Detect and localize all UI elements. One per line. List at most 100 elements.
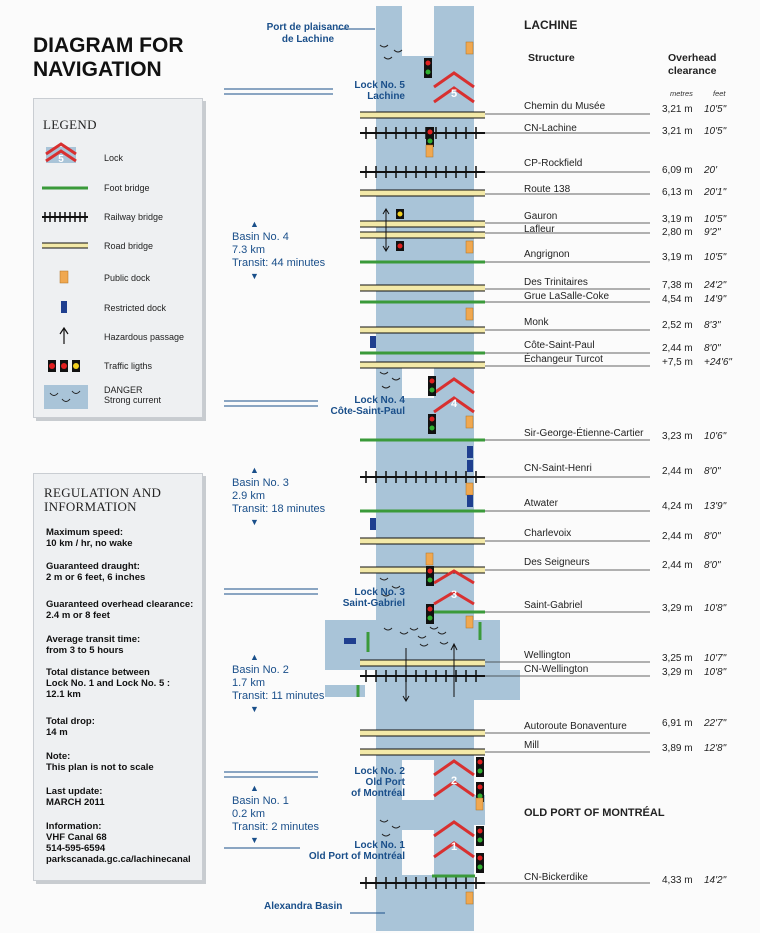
strong-currents [379,44,449,837]
basin-transit: Transit: 11 minutes [232,690,325,702]
public-dock [465,41,474,55]
road-bridge [360,566,485,574]
legend-box: LEGEND 5 [33,98,203,418]
structure-name: CN-Saint-Henri [524,463,592,474]
traffic-light [428,376,436,396]
structure-name: Route 138 [524,184,571,195]
traffic-light [476,853,484,873]
structure-feet: 10'7" [704,653,727,664]
structure-feet: 20'1" [704,187,727,198]
regulation-box: REGULATION AND INFORMATION Maximum speed… [33,473,203,881]
structure-metres: 6,09 m [662,165,693,176]
legend-lock-label: Lock [104,153,124,163]
structure-metres: 2,44 m [662,466,693,477]
structure-name: CP-Rockfield [524,158,583,169]
traffic-light [396,209,404,219]
traffic-light [426,127,434,147]
lock-number: 2 [451,775,457,787]
structure-feet: 8'0" [704,560,721,571]
lock-number: 5 [451,88,457,100]
structure-metres: 4,33 m [662,875,693,886]
restricted-dock [467,460,473,472]
basin-dist: 7.3 km [232,244,266,256]
restricted-dock [467,446,473,458]
reg-label: Total drop: [46,716,95,727]
legend-public-dock-label: Public dock [104,273,151,283]
road-bridge [360,220,485,228]
basin-name: Basin No. 4 [232,231,289,243]
restricted-dock [467,495,473,507]
structure-feet: 9'2" [704,227,721,238]
page-title: DIAGRAM FOR NAVIGATION [33,34,184,82]
legend-traffic-lights-icon [48,360,80,372]
traffic-light [476,782,484,802]
public-docks [425,41,484,905]
railway-bridge [360,166,485,178]
road-bridge [360,284,485,292]
regulation-heading-2: INFORMATION [44,499,137,514]
clearance-header-2: clearance [668,65,717,77]
structure-name: Saint-Gabriel [524,600,583,611]
legend-danger-label: DANGER [104,385,143,395]
reg-note: Note: This plan is not to scale [46,751,206,773]
reg-label: Guaranteed overhead clearance: [46,599,194,610]
structure-feet: 10'5" [704,252,727,263]
traffic-light [476,826,484,846]
reg-url[interactable]: parkscanada.gc.ca/lachinecanal [46,854,191,865]
reg-vhf: VHF Canal 68 [46,832,107,843]
reg-phone: 514-595-6594 [46,843,106,854]
clearance-header: Overhead clearance [668,52,716,78]
traffic-light [396,241,404,251]
basin-down-arrow-icon: ▼ [250,835,259,845]
structure-name: Des Seigneurs [524,557,590,568]
reg-value: 2.4 m or 8 feet [46,610,110,621]
structure-feet: 10'5" [704,126,727,137]
legend-footbridge-label: Foot bridge [104,183,150,193]
legend-public-dock-icon [59,270,69,284]
road-bridge [360,748,485,756]
lock-4: 4 [433,377,475,414]
structure-name: Wellington [524,650,571,661]
public-dock [465,615,474,629]
basin-up-arrow-icon: ▲ [250,219,259,229]
reg-value: This plan is not to scale [46,762,154,773]
lock-3: 3 [433,569,475,606]
structure-metres: 4,24 m [662,501,693,512]
structure-metres: 2,44 m [662,560,693,571]
structure-feet: +24'6" [704,357,732,368]
legend-restricted-dock-icon [61,301,67,313]
structure-name: CN-Wellington [524,664,589,675]
basin-transit: Transit: 2 minutes [232,821,320,833]
feet-header: feet [713,89,726,98]
reg-label-2: Lock No. 1 and Lock No. 5 : [46,678,171,689]
structure-feet: 10'5" [704,104,727,115]
basin-3: ▲ Basin No. 3 2.9 km Transit: 18 minutes… [232,464,325,529]
reg-value: 12.1 km [46,689,81,700]
structure-feet: 13'9" [704,501,727,512]
basin-down-arrow-icon: ▼ [250,271,259,281]
basin-name: Basin No. 2 [232,664,289,676]
public-dock [465,891,474,905]
structure-metres: 6,91 m [662,718,693,729]
structure-metres: 3,25 m [662,653,693,664]
legend-hazard-label: Hazardous passage [104,332,185,342]
locks: 5 4 3 2 1 [433,71,475,859]
road-bridge [360,189,485,197]
lock-4-label: Lock No. 4 Côte-Saint-Paul [300,395,405,417]
lock-line-1: Lock No. 4 [354,395,405,406]
basin-1: ▲ Basin No. 1 0.2 km Transit: 2 minutes … [232,782,319,847]
lock-2: 2 [433,759,475,798]
structure-metres: 2,80 m [662,227,693,238]
structure-feet: 8'0" [704,531,721,542]
reg-value: 10 km / hr, no wake [46,538,133,549]
reg-label: Guaranteed draught: [46,561,140,572]
legend-roadbridge-label: Road bridge [104,241,154,251]
public-dock [425,552,434,566]
structure-name: Gauron [524,211,558,222]
structure-metres: 6,13 m [662,187,693,198]
reg-max-speed: Maximum speed: 10 km / hr, no wake [46,527,206,549]
reg-value: from 3 to 5 hours [46,645,124,656]
legend-railway-icon [42,212,88,222]
reg-drop: Total drop: 14 m [46,716,206,738]
road-bridge [360,659,485,667]
